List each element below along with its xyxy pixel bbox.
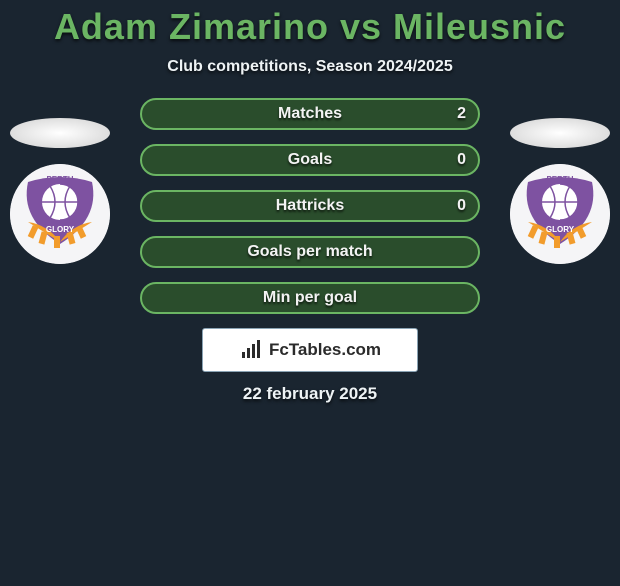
stat-label: Min per goal bbox=[263, 289, 357, 307]
stat-row-goals: Goals 0 bbox=[140, 144, 480, 176]
perth-glory-badge-icon: PERTH GLORY bbox=[510, 164, 610, 264]
bar-chart-icon bbox=[239, 338, 263, 362]
stat-row-hattricks: Hattricks 0 bbox=[140, 190, 480, 222]
stat-row-matches: Matches 2 bbox=[140, 98, 480, 130]
page-title: Adam Zimarino vs Mileusnic bbox=[0, 6, 620, 48]
stat-label: Hattricks bbox=[276, 197, 344, 215]
subtitle: Club competitions, Season 2024/2025 bbox=[0, 58, 620, 76]
stat-row-min-per-goal: Min per goal bbox=[140, 282, 480, 314]
player-right-club-badge: PERTH GLORY bbox=[510, 164, 610, 264]
svg-text:PERTH: PERTH bbox=[546, 175, 573, 184]
svg-text:PERTH: PERTH bbox=[46, 175, 73, 184]
stat-label: Goals bbox=[288, 151, 332, 169]
svg-text:GLORY: GLORY bbox=[46, 225, 75, 234]
perth-glory-badge-icon: PERTH GLORY bbox=[10, 164, 110, 264]
stat-right-value: 0 bbox=[457, 151, 466, 169]
player-right-flag bbox=[510, 118, 610, 148]
player-left-club-badge: PERTH GLORY bbox=[10, 164, 110, 264]
stat-row-goals-per-match: Goals per match bbox=[140, 236, 480, 268]
brand-label: FcTables.com bbox=[269, 340, 381, 360]
player-left-flag bbox=[10, 118, 110, 148]
stat-right-value: 0 bbox=[457, 197, 466, 215]
stat-right-value: 2 bbox=[457, 105, 466, 123]
fctables-link[interactable]: FcTables.com bbox=[202, 328, 418, 372]
date-label: 22 february 2025 bbox=[0, 384, 620, 404]
stat-label: Matches bbox=[278, 105, 342, 123]
player-left-column: PERTH GLORY bbox=[0, 118, 120, 264]
svg-text:GLORY: GLORY bbox=[546, 225, 575, 234]
stat-label: Goals per match bbox=[247, 243, 372, 261]
player-right-column: PERTH GLORY bbox=[500, 118, 620, 264]
